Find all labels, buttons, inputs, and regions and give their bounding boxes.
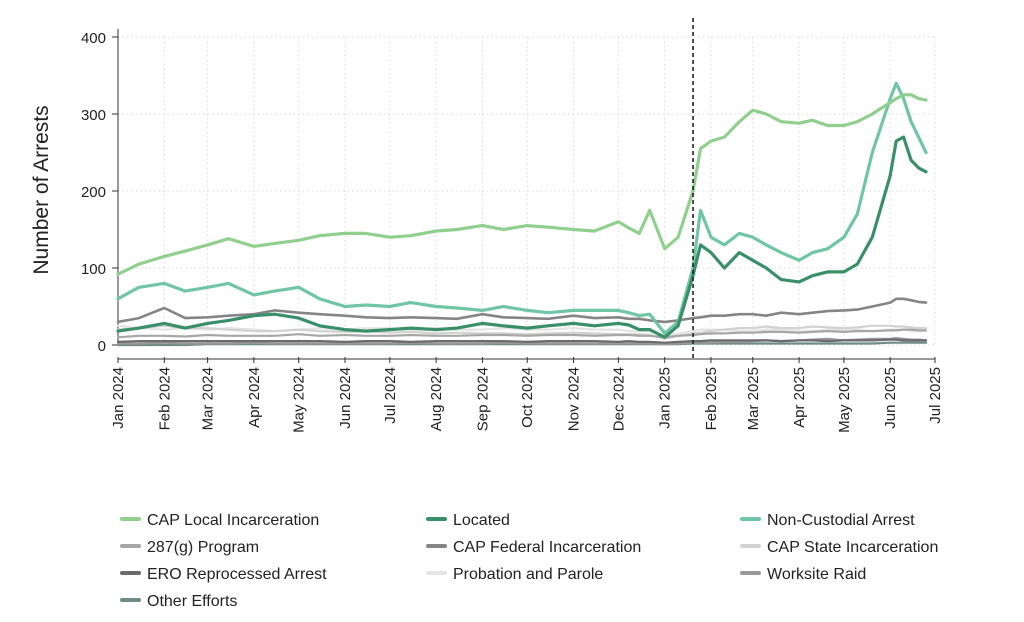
x-tick-label: Jul 2024 xyxy=(382,367,399,424)
x-tick-label: Jun 2024 xyxy=(337,367,354,429)
legend-label: CAP Local Incarceration xyxy=(147,512,319,529)
legend-label: ERO Reprocessed Arrest xyxy=(147,566,327,583)
series-line-3 xyxy=(116,328,928,339)
x-tick-label: Jan 2025 xyxy=(657,367,674,429)
legend-label: Probation and Parole xyxy=(453,566,603,583)
legend-label: Worksite Raid xyxy=(767,566,866,583)
legend: CAP Local Incarceration Located Non-Custod… xyxy=(120,512,938,610)
legend-label: Non-Custodial Arrest xyxy=(767,512,915,529)
legend-label: Located xyxy=(453,512,510,529)
y-axis-title: Number of Arrests xyxy=(30,105,53,274)
y-tick-label: 0 xyxy=(98,338,106,355)
series-line-2 xyxy=(116,81,928,335)
legend-label: 287(g) Program xyxy=(147,539,259,556)
x-tick-label: Jan 2024 xyxy=(110,367,127,429)
x-tick-label: Apr 2024 xyxy=(246,367,263,428)
legend-label: CAP State Incarceration xyxy=(767,539,938,556)
gridlines xyxy=(117,36,936,346)
x-tick-label: May 2024 xyxy=(291,367,308,433)
series-line-0 xyxy=(116,93,928,276)
x-tick-label: Apr 2025 xyxy=(791,367,808,428)
x-tick-label: Nov 2024 xyxy=(566,367,583,431)
legend-label: Other Efforts xyxy=(147,593,237,610)
x-axis: Jan 2024 Feb 2024 Mar 2024 Apr 2024 May 2024… xyxy=(110,357,944,433)
x-tick-label: Feb 2025 xyxy=(703,367,720,430)
x-tick-label: Dec 2024 xyxy=(610,367,627,431)
legend-label: CAP Federal Incarceration xyxy=(453,539,641,556)
series-line-4 xyxy=(116,297,928,324)
x-tick-label: Mar 2025 xyxy=(745,367,762,430)
x-tick-label: Aug 2024 xyxy=(428,367,445,431)
x-tick-label: Sep 2024 xyxy=(474,367,491,431)
x-tick-label: Feb 2024 xyxy=(156,367,173,430)
x-tick-label: Jun 2025 xyxy=(882,367,899,429)
y-tick-label: 100 xyxy=(81,261,106,278)
y-axis: 0 100 200 300 400 xyxy=(81,29,119,355)
x-tick-label: Jul 2025 xyxy=(927,367,944,424)
y-tick-label: 400 xyxy=(81,30,106,47)
series-line-6 xyxy=(116,338,928,344)
x-tick-label: Mar 2024 xyxy=(200,367,217,430)
series-lines xyxy=(116,81,928,347)
series-line-1 xyxy=(116,135,928,339)
x-tick-label: May 2025 xyxy=(836,367,853,433)
y-tick-label: 300 xyxy=(81,107,106,124)
y-tick-label: 200 xyxy=(81,184,106,201)
x-tick-label: Oct 2024 xyxy=(519,367,536,428)
series-line-5 xyxy=(116,324,928,340)
